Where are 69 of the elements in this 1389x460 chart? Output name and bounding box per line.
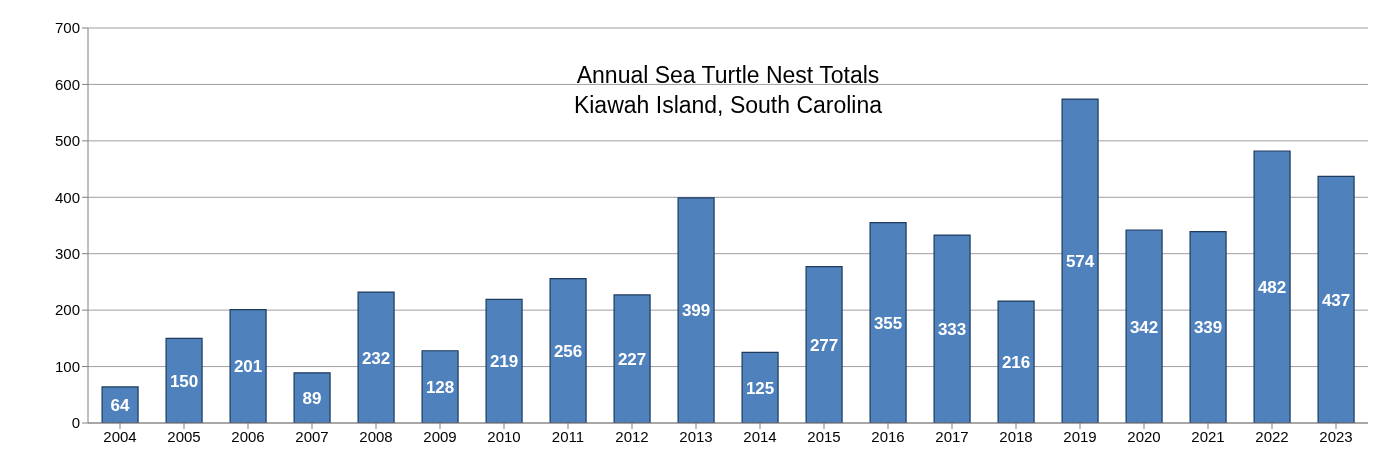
bar bbox=[997, 300, 1035, 423]
bar bbox=[613, 294, 651, 423]
x-tick-label: 2016 bbox=[871, 427, 905, 445]
x-tick-label: 2015 bbox=[807, 427, 841, 445]
bar bbox=[933, 234, 971, 423]
x-tick-label: 2018 bbox=[999, 427, 1033, 445]
y-tick-label: 200 bbox=[54, 301, 80, 319]
data-label: 482 bbox=[1257, 278, 1287, 298]
data-label: 277 bbox=[809, 335, 839, 355]
x-tick-label: 2008 bbox=[359, 427, 393, 445]
y-tick-label: 0 bbox=[71, 414, 80, 432]
data-label: 355 bbox=[873, 313, 903, 333]
data-label: 227 bbox=[617, 349, 647, 369]
data-label: 437 bbox=[1321, 290, 1351, 310]
x-tick-label: 2021 bbox=[1191, 427, 1225, 445]
y-tick-label: 500 bbox=[54, 132, 80, 150]
bar bbox=[165, 337, 203, 423]
data-label: 125 bbox=[745, 378, 775, 398]
y-tick-label: 100 bbox=[54, 357, 80, 375]
data-label: 89 bbox=[302, 388, 322, 408]
x-tick-label: 2012 bbox=[615, 427, 649, 445]
bar bbox=[357, 291, 395, 423]
x-tick-label: 2004 bbox=[103, 427, 137, 445]
x-tick-label: 2010 bbox=[487, 427, 521, 445]
data-label: 574 bbox=[1065, 252, 1095, 272]
bar bbox=[869, 222, 907, 423]
text: Kiawah Island, South Carolina bbox=[572, 91, 884, 120]
x-tick-label: 2009 bbox=[423, 427, 457, 445]
data-label: 64 bbox=[110, 395, 131, 415]
x-tick-label: 2017 bbox=[935, 427, 969, 445]
data-label: 399 bbox=[681, 301, 711, 321]
bar bbox=[293, 372, 331, 423]
x-tick-label: 2006 bbox=[231, 427, 265, 445]
x-tick-label: 2020 bbox=[1127, 427, 1161, 445]
data-label: 201 bbox=[233, 357, 263, 377]
bar bbox=[1125, 229, 1163, 423]
data-label: 216 bbox=[1001, 353, 1031, 373]
text: Annual Sea Turtle Nest Totals bbox=[575, 61, 881, 90]
data-label: 339 bbox=[1193, 318, 1223, 338]
data-label: 342 bbox=[1129, 317, 1159, 337]
data-label: 256 bbox=[553, 341, 583, 361]
bar bbox=[805, 266, 843, 423]
x-tick-label: 2022 bbox=[1255, 427, 1289, 445]
y-tick-label: 300 bbox=[54, 245, 80, 263]
y-tick-label: 600 bbox=[54, 75, 80, 93]
x-tick-label: 2011 bbox=[551, 427, 585, 445]
bar bbox=[229, 308, 267, 423]
x-tick-label: 2005 bbox=[167, 427, 201, 445]
x-tick-label: 2023 bbox=[1319, 427, 1353, 445]
bar bbox=[549, 277, 587, 423]
bar bbox=[1317, 175, 1355, 423]
y-tick-label: 400 bbox=[54, 188, 80, 206]
x-tick-label: 2007 bbox=[295, 427, 329, 445]
bar bbox=[1061, 98, 1099, 423]
data-label: 219 bbox=[489, 352, 519, 372]
bar bbox=[677, 197, 715, 423]
x-tick-label: 2014 bbox=[743, 427, 777, 445]
data-label: 232 bbox=[361, 348, 391, 368]
data-label: 150 bbox=[169, 371, 199, 391]
bar bbox=[421, 350, 459, 423]
x-tick-label: 2013 bbox=[679, 427, 713, 445]
x-tick-label: 2019 bbox=[1063, 427, 1097, 445]
bar bbox=[1253, 150, 1291, 423]
y-tick-label: 700 bbox=[54, 19, 80, 37]
bar bbox=[1189, 231, 1227, 423]
data-label: 333 bbox=[937, 320, 967, 340]
bar bbox=[485, 298, 523, 423]
bar bbox=[741, 351, 779, 423]
data-label: 128 bbox=[425, 377, 455, 397]
